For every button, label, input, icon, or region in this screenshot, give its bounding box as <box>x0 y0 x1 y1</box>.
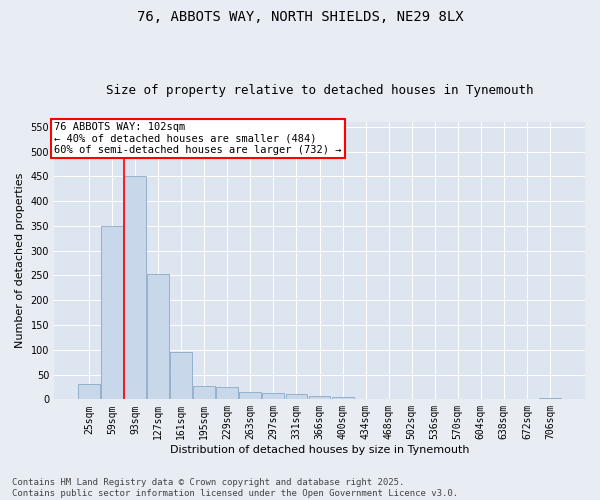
Bar <box>239 392 262 400</box>
Bar <box>217 388 238 400</box>
Bar <box>332 398 353 400</box>
Bar <box>78 384 100 400</box>
Bar <box>147 274 169 400</box>
Bar <box>124 176 146 400</box>
Y-axis label: Number of detached properties: Number of detached properties <box>15 173 25 348</box>
Text: Contains HM Land Registry data © Crown copyright and database right 2025.
Contai: Contains HM Land Registry data © Crown c… <box>12 478 458 498</box>
Bar <box>539 398 561 400</box>
Bar <box>262 394 284 400</box>
Bar <box>308 396 331 400</box>
Bar <box>170 352 192 400</box>
Bar <box>101 226 123 400</box>
Text: 76, ABBOTS WAY, NORTH SHIELDS, NE29 8LX: 76, ABBOTS WAY, NORTH SHIELDS, NE29 8LX <box>137 10 463 24</box>
X-axis label: Distribution of detached houses by size in Tynemouth: Distribution of detached houses by size … <box>170 445 469 455</box>
Bar <box>193 386 215 400</box>
Title: Size of property relative to detached houses in Tynemouth: Size of property relative to detached ho… <box>106 84 533 97</box>
Bar <box>286 394 307 400</box>
Text: 76 ABBOTS WAY: 102sqm
← 40% of detached houses are smaller (484)
60% of semi-det: 76 ABBOTS WAY: 102sqm ← 40% of detached … <box>54 122 341 155</box>
